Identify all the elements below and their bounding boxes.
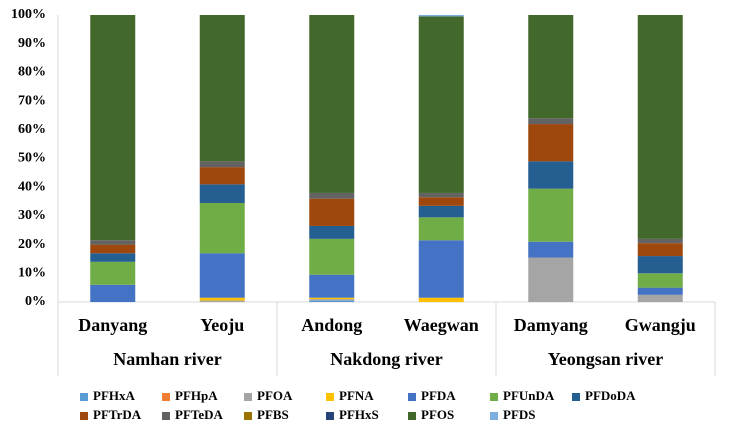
y-tick-label: 60% bbox=[18, 122, 46, 137]
legend-label: PFHxA bbox=[93, 388, 135, 403]
x-tick-label: Gwangju bbox=[625, 315, 696, 335]
bar-segment bbox=[309, 198, 355, 226]
y-tick-label: 50% bbox=[18, 151, 46, 166]
legend-swatch bbox=[408, 412, 416, 420]
bar-segment bbox=[90, 284, 136, 302]
group-label: Nakdong river bbox=[330, 349, 443, 369]
legend-swatch bbox=[244, 393, 252, 401]
bar-segment bbox=[199, 161, 245, 168]
bar-segment bbox=[199, 202, 245, 254]
y-tick-label: 20% bbox=[18, 237, 46, 252]
group-label: Yeongsan river bbox=[548, 349, 664, 369]
bar-segment bbox=[309, 297, 355, 300]
bar-segment bbox=[637, 256, 683, 274]
bar-segment bbox=[90, 261, 136, 285]
y-tick-label: 10% bbox=[18, 266, 46, 281]
x-tick-label: Yeoju bbox=[200, 315, 244, 335]
bar-segment bbox=[637, 273, 683, 288]
bar-segment bbox=[418, 16, 464, 193]
bar-segment bbox=[199, 167, 245, 185]
x-tick-label: Waegwan bbox=[404, 315, 479, 335]
bar-segment bbox=[90, 253, 136, 262]
bar-segment bbox=[418, 297, 464, 302]
bar-segment bbox=[309, 300, 355, 302]
bar-segment bbox=[637, 15, 683, 239]
legend-label: PFTeDA bbox=[175, 407, 224, 422]
bar-segment bbox=[309, 225, 355, 239]
legend-label: PFDA bbox=[421, 388, 456, 403]
bar-segment bbox=[528, 118, 574, 125]
bar-segment bbox=[309, 299, 355, 301]
bar-segment bbox=[637, 294, 683, 302]
legend-label: PFHxS bbox=[339, 407, 379, 422]
bar-segment bbox=[528, 15, 574, 119]
bar-segment bbox=[528, 188, 574, 242]
bar-segment bbox=[418, 240, 464, 298]
bar-segment bbox=[90, 244, 136, 254]
legend-label: PFDS bbox=[503, 407, 536, 422]
y-tick-label: 0% bbox=[25, 294, 46, 309]
bar-segment bbox=[637, 243, 683, 257]
y-tick-label: 40% bbox=[18, 179, 46, 194]
bar-segment bbox=[528, 257, 574, 302]
bar-segment bbox=[637, 238, 683, 244]
legend-swatch bbox=[162, 412, 170, 420]
y-tick-label: 90% bbox=[18, 36, 46, 51]
legend-label: PFOS bbox=[421, 407, 454, 422]
legend-label: PFBS bbox=[257, 407, 289, 422]
y-tick-label: 30% bbox=[18, 208, 46, 223]
legend-label: PFNA bbox=[339, 388, 374, 403]
x-tick-label: Damyang bbox=[514, 315, 588, 335]
y-tick-label: 100% bbox=[11, 7, 46, 22]
legend-swatch bbox=[244, 412, 252, 420]
legend-swatch bbox=[326, 393, 334, 401]
bar-segment bbox=[418, 15, 464, 17]
bar-segment bbox=[418, 197, 464, 206]
legend-swatch bbox=[572, 393, 580, 401]
bar-segment bbox=[309, 238, 355, 275]
bar-segment bbox=[309, 15, 355, 193]
legend-swatch bbox=[326, 412, 334, 420]
bar-segment bbox=[309, 192, 355, 199]
bar-segment bbox=[528, 161, 574, 189]
x-tick-label: Andong bbox=[301, 315, 362, 335]
bar-segment bbox=[199, 253, 245, 298]
bar-segment bbox=[199, 15, 245, 162]
bar-segment bbox=[199, 184, 245, 203]
legend-swatch bbox=[80, 412, 88, 420]
bar-segment bbox=[199, 300, 245, 302]
legend-swatch bbox=[408, 393, 416, 401]
bar-segment bbox=[90, 240, 136, 245]
bar-segment bbox=[418, 217, 464, 241]
legend-swatch bbox=[490, 393, 498, 401]
bar-segment bbox=[90, 15, 136, 241]
bar-segment bbox=[637, 287, 683, 295]
bar-segment bbox=[528, 241, 574, 258]
legend-swatch bbox=[490, 412, 498, 420]
bar-segment bbox=[528, 124, 574, 162]
legend-label: PFTrDA bbox=[93, 407, 142, 422]
x-tick-label: Danyang bbox=[78, 315, 147, 335]
legend-swatch bbox=[162, 393, 170, 401]
legend-label: PFDoDA bbox=[585, 388, 636, 403]
legend-label: PFOA bbox=[257, 388, 293, 403]
legend-label: PFUnDA bbox=[503, 388, 555, 403]
y-tick-label: 80% bbox=[18, 65, 46, 80]
legend-swatch bbox=[80, 393, 88, 401]
bar-segment bbox=[418, 205, 464, 218]
group-label: Namhan river bbox=[113, 349, 221, 369]
bar-segment bbox=[309, 274, 355, 298]
legend-label: PFHpA bbox=[175, 388, 218, 403]
bar-segment bbox=[199, 297, 245, 301]
y-tick-label: 70% bbox=[18, 93, 46, 108]
bar-segment bbox=[418, 192, 464, 198]
